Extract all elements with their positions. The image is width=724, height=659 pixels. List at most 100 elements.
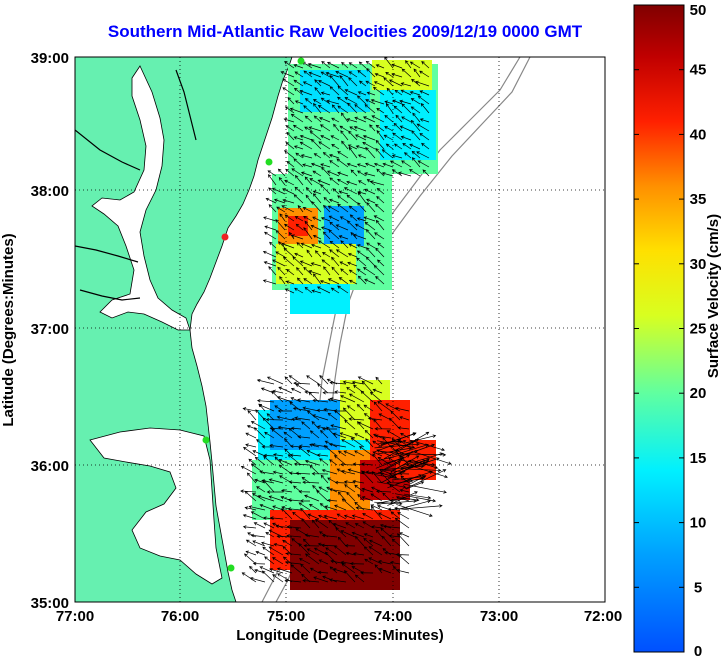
velocity-arrow	[290, 426, 302, 431]
velocity-arrow	[402, 143, 412, 150]
velocity-arrow	[354, 104, 367, 114]
velocity-arrow	[375, 247, 385, 258]
velocity-arrow	[400, 452, 444, 467]
velocity-arrow	[410, 106, 421, 114]
velocity-arrow	[320, 163, 331, 168]
velocity-arrow	[304, 459, 320, 466]
velocity-arrow	[352, 462, 365, 466]
velocity-arrow	[367, 416, 383, 421]
velocity-arrow	[393, 143, 403, 150]
velocity-arrow	[243, 553, 257, 565]
velocity-arrow	[354, 574, 365, 583]
velocity-arrow	[309, 130, 322, 141]
velocity-arrow	[346, 220, 358, 231]
velocity-arrow	[384, 126, 394, 132]
velocity-arrow	[365, 229, 376, 240]
velocity-arrow	[376, 195, 385, 204]
velocity-arrow	[336, 513, 347, 520]
velocity-arrow	[312, 170, 322, 177]
velocity-arrow	[370, 98, 385, 105]
velocity-arrow	[411, 157, 421, 168]
velocity-arrow	[346, 180, 358, 186]
velocity-arrow	[288, 480, 302, 484]
velocity-arrow	[278, 458, 293, 466]
velocity-arrow	[314, 250, 322, 258]
velocity-arrow	[354, 450, 365, 457]
velocity-arrow	[374, 203, 385, 213]
velocity-arrow	[349, 561, 365, 566]
velocity-arrow	[321, 427, 338, 431]
velocity-arrow	[306, 375, 320, 385]
velocity-arrow	[305, 194, 313, 204]
velocity-arrow	[282, 539, 293, 547]
velocity-arrow	[293, 158, 304, 168]
velocity-arrow	[400, 459, 426, 469]
velocity-arrow	[373, 162, 385, 168]
velocity-arrow	[320, 97, 331, 105]
velocity-arrow	[341, 469, 356, 475]
velocity-arrow	[242, 514, 257, 520]
velocity-arrow	[374, 442, 420, 449]
velocity-arrow	[300, 563, 311, 574]
velocity-arrow	[411, 459, 439, 470]
velocity-arrow	[370, 505, 383, 520]
velocity-arrow	[395, 114, 403, 123]
velocity-arrow	[284, 376, 293, 385]
velocity-arrow	[282, 198, 295, 204]
velocity-arrow	[364, 278, 376, 285]
velocity-arrow	[394, 406, 410, 412]
velocity-arrow	[295, 528, 311, 538]
velocity-arrow	[284, 437, 293, 448]
velocity-arrow	[319, 116, 331, 123]
velocity-arrow	[375, 275, 385, 285]
velocity-arrow	[362, 134, 376, 141]
velocity-arrow	[382, 454, 411, 471]
velocity-arrow	[356, 163, 367, 168]
velocity-arrow	[374, 232, 385, 240]
radar-site-marker	[221, 233, 229, 241]
velocity-arrow	[293, 136, 304, 141]
velocity-arrow	[375, 376, 383, 385]
velocity-arrow	[309, 430, 320, 439]
velocity-arrow	[284, 214, 295, 222]
velocity-arrow	[301, 476, 311, 484]
velocity-arrow	[262, 279, 277, 285]
velocity-arrow	[272, 522, 284, 529]
velocity-arrow	[376, 259, 385, 267]
velocity-arrow	[272, 505, 284, 511]
velocity-arrow	[320, 217, 331, 222]
velocity-arrow	[294, 287, 304, 294]
velocity-arrow	[403, 483, 447, 494]
velocity-arrow	[321, 61, 331, 69]
velocity-arrow	[286, 534, 302, 538]
velocity-arrow	[312, 398, 329, 403]
velocity-arrow	[332, 188, 340, 195]
velocity-arrow	[382, 162, 394, 168]
velocity-arrow	[249, 565, 257, 574]
velocity-arrow	[294, 100, 304, 105]
velocity-arrow	[281, 242, 295, 249]
velocity-arrow	[295, 383, 311, 394]
velocity-arrow	[301, 421, 311, 430]
velocity-arrow	[321, 259, 331, 267]
velocity-arrow	[290, 397, 302, 403]
velocity-arrow	[412, 112, 421, 123]
velocity-arrow	[321, 468, 338, 475]
x-tick-label: 75:00	[267, 608, 305, 625]
velocity-arrow	[285, 141, 295, 150]
velocity-arrow	[240, 489, 257, 493]
velocity-arrow	[265, 197, 277, 204]
velocity-arrow	[326, 99, 340, 105]
velocity-arrow	[321, 533, 338, 538]
velocity-arrow	[351, 514, 365, 520]
velocity-arrow	[366, 198, 376, 204]
velocity-arrow	[262, 546, 275, 556]
y-axis: 39:00 38:00 37:00 36:00 35:00 Latitude (…	[0, 50, 69, 612]
velocity-arrow	[303, 105, 313, 114]
velocity-arrow	[413, 68, 421, 78]
velocity-arrow	[360, 390, 374, 403]
y-tick-label: 35:00	[31, 595, 69, 612]
velocity-arrow	[348, 417, 365, 421]
velocity-arrow	[390, 511, 401, 520]
